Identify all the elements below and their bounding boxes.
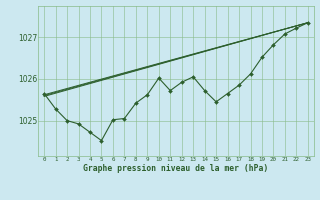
X-axis label: Graphe pression niveau de la mer (hPa): Graphe pression niveau de la mer (hPa) — [84, 164, 268, 173]
